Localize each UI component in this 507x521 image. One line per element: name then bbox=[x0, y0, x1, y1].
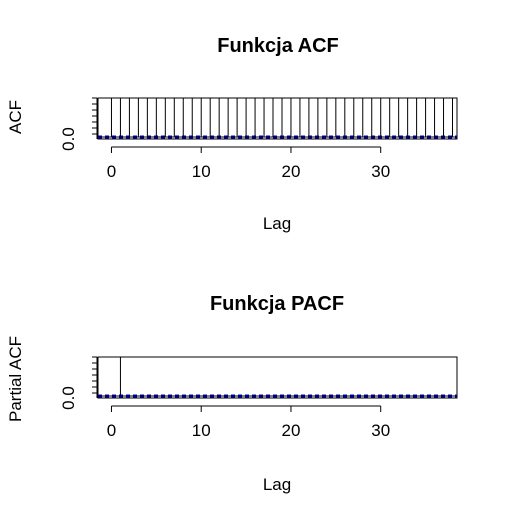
pacf-x-tick-label: 30 bbox=[371, 421, 390, 440]
acf-x-tick-label: 30 bbox=[371, 162, 390, 181]
pacf-title: Funkcja PACF bbox=[210, 293, 344, 315]
acf-x-tick-label: 20 bbox=[282, 162, 301, 181]
pacf-panel: Funkcja PACF Partial ACF Lag 0.0 0 10 20 30 bbox=[6, 293, 458, 494]
acf-x-tick-label: 10 bbox=[192, 162, 211, 181]
pacf-plot-area: 0.0 0 10 20 30 bbox=[59, 356, 458, 440]
acf-plot-frame bbox=[97, 97, 458, 140]
pacf-x-tick-label: 10 bbox=[192, 421, 211, 440]
pacf-y-tick-label: 0.0 bbox=[59, 386, 78, 410]
pacf-x-axis-label: Lag bbox=[263, 475, 291, 494]
acf-x-tick-label: 0 bbox=[107, 162, 116, 181]
pacf-y-axis-label: Partial ACF bbox=[6, 336, 25, 422]
pacf-plot-frame bbox=[97, 356, 458, 399]
acf-panel: Funkcja ACF ACF Lag 0.0 0 10 20 30 bbox=[6, 35, 458, 233]
acf-title: Funkcja ACF bbox=[217, 35, 339, 57]
acf-y-axis-label: ACF bbox=[6, 100, 25, 134]
acf-y-tick-label: 0.0 bbox=[59, 127, 78, 151]
acf-x-axis-label: Lag bbox=[263, 214, 291, 233]
pacf-x-tick-label: 20 bbox=[282, 421, 301, 440]
pacf-x-tick-label: 0 bbox=[107, 421, 116, 440]
acf-plot-area: 0.0 0 10 20 30 bbox=[59, 97, 458, 181]
